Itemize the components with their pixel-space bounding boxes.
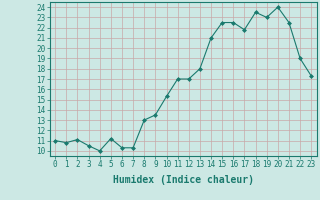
X-axis label: Humidex (Indice chaleur): Humidex (Indice chaleur) bbox=[113, 175, 254, 185]
